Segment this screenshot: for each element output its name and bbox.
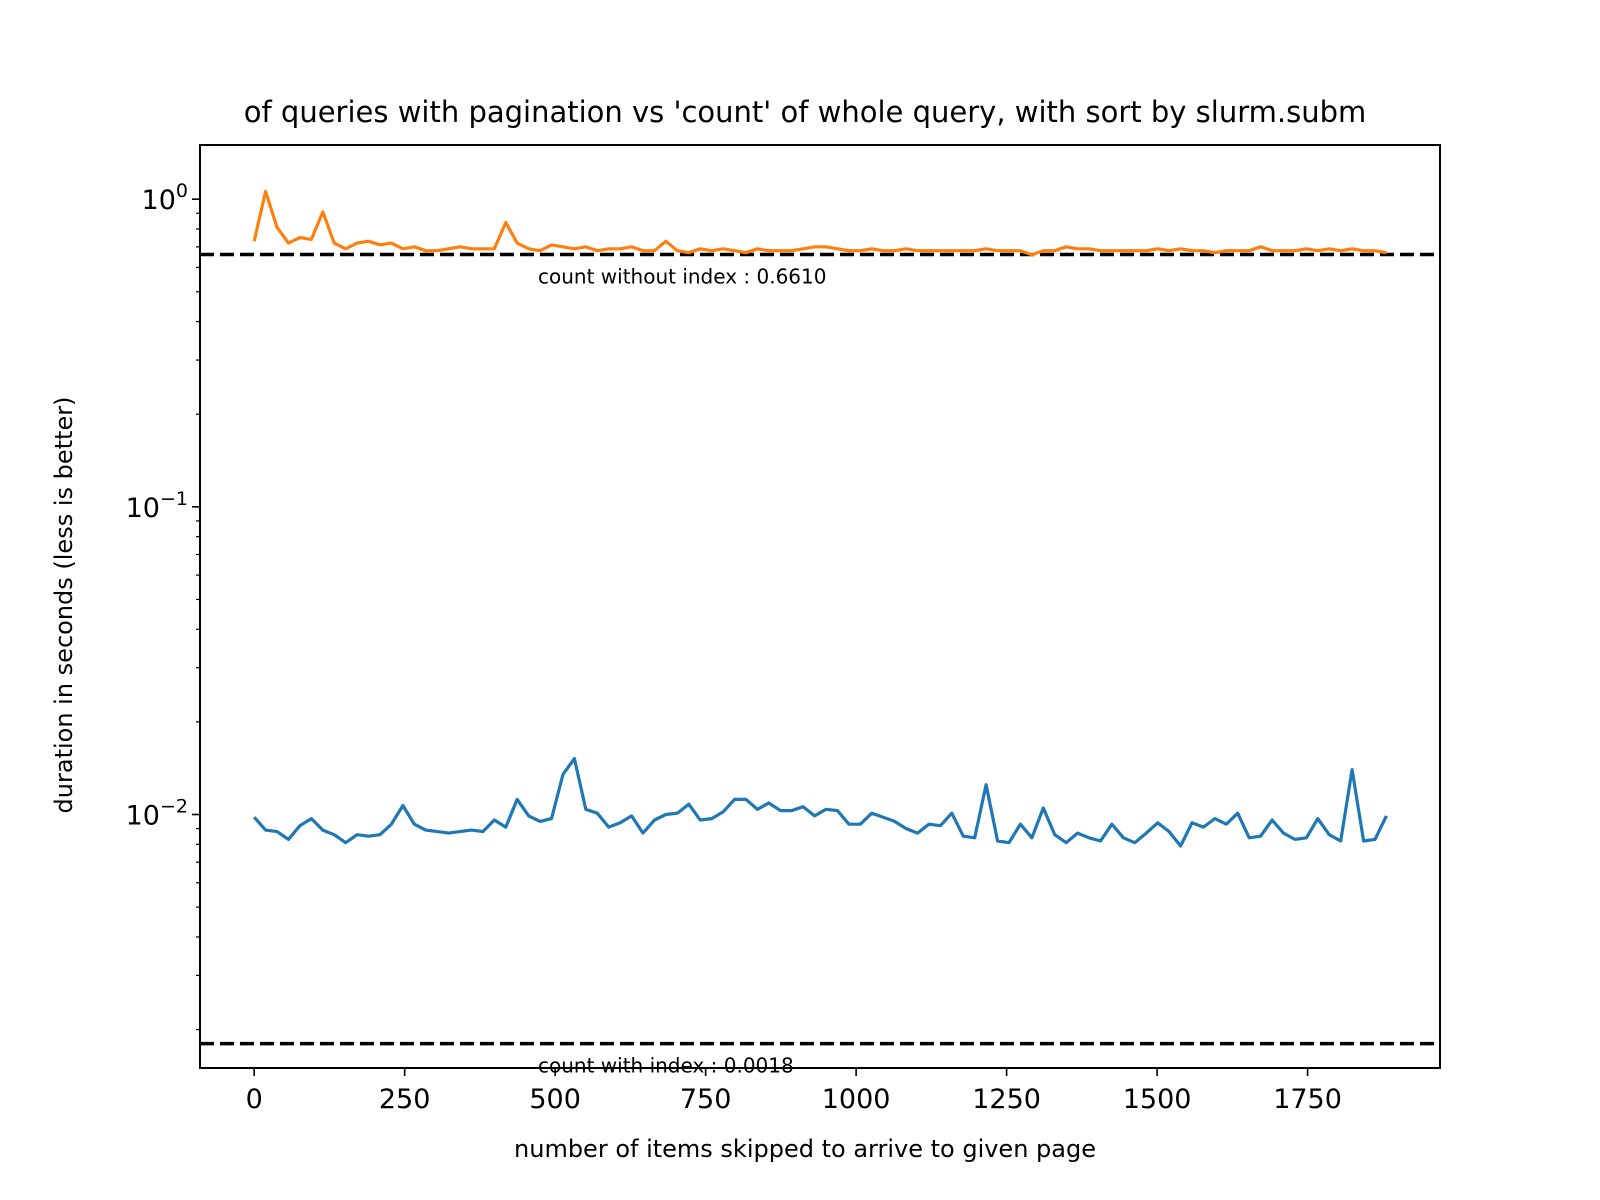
y-tick-label: 100 — [142, 180, 188, 216]
reference-line-label: count without index : 0.6610 — [538, 264, 826, 288]
y-axis: 100 10−1 10−2 — [126, 180, 200, 1031]
reference-line-label: count with index : 0.0018 — [538, 1054, 794, 1078]
x-axis: 0 250 500 750 1000 1250 1500 1750 — [246, 1068, 1342, 1115]
x-axis-label: number of items skipped to arrive to giv… — [514, 1135, 1096, 1163]
x-tick-label: 1750 — [1273, 1084, 1342, 1115]
plot-frame — [199, 144, 1441, 1069]
x-tick-label: 1000 — [822, 1084, 891, 1115]
y-tick-label: 10−2 — [126, 796, 188, 832]
x-tick-label: 1250 — [972, 1084, 1041, 1115]
series-line-1 — [252, 189, 1387, 257]
x-tick-label: 750 — [680, 1084, 732, 1115]
series-line-0 — [253, 756, 1388, 848]
plot-area: count without index : 0.6610 count with i… — [199, 144, 1441, 1078]
x-tick-label: 0 — [246, 1084, 263, 1115]
chart-title: of queries with pagination vs 'count' of… — [244, 95, 1366, 129]
y-tick-label: 10−1 — [126, 488, 188, 524]
x-tick-label: 250 — [379, 1084, 431, 1115]
y-axis-label: duration in seconds (less is better) — [50, 397, 78, 814]
x-tick-label: 500 — [529, 1084, 581, 1115]
x-tick-label: 1500 — [1123, 1084, 1192, 1115]
